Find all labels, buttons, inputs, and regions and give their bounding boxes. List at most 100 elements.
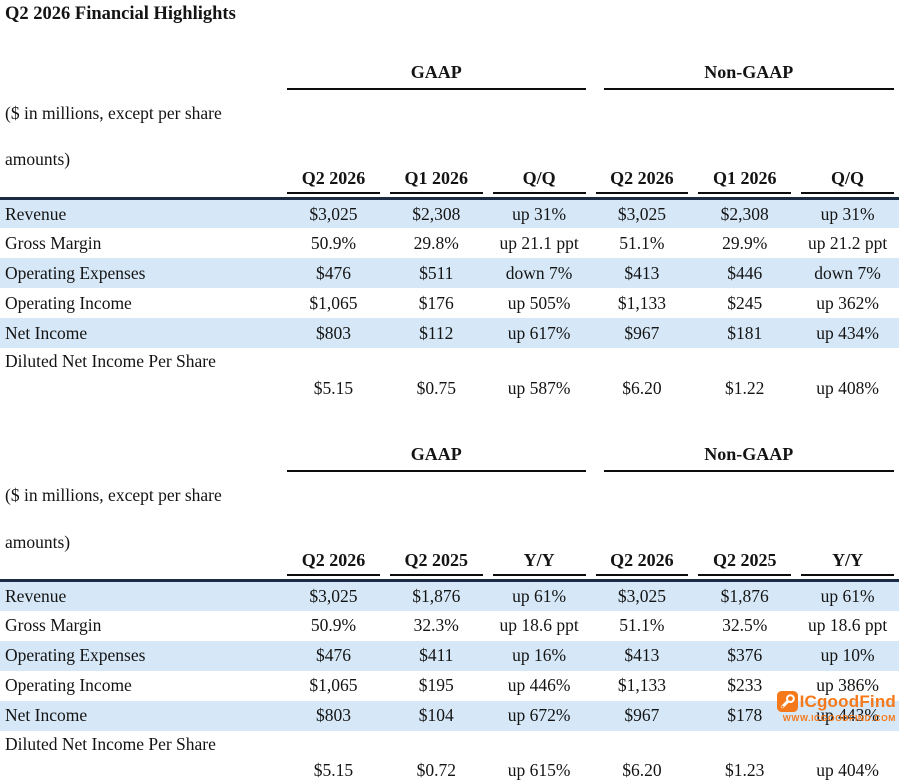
cell-value: $3,025 [591,198,694,228]
column-header-gaap-q2-2026: Q2 2026 [282,472,385,580]
gaap-group-header: GAAP [282,28,590,90]
table-row-gross-margin: Gross Margin 50.9% 32.3% up 18.6 ppt 51.… [0,611,899,641]
cell-value: up 31% [488,198,591,228]
cell-value: 29.9% [693,228,796,258]
cell-value: $3,025 [282,581,385,611]
cell-value: up 617% [488,318,591,348]
cell-value: up 18.6 ppt [796,611,899,641]
cell-value: $112 [385,318,488,348]
table-row-net-income: Net Income $803 $104 up 672% $967 $178 u… [0,701,899,731]
table-row-net-income: Net Income $803 $112 up 617% $967 $181 u… [0,318,899,348]
row-label: Operating Expenses [0,258,282,288]
table-row-operating-expenses: Operating Expenses $476 $511 down 7% $41… [0,258,899,288]
watermark: ICgoodFind WWW.ICGOODFIND.COM [777,691,896,723]
cell-value: up 408% [796,348,899,408]
row-label: Revenue [0,198,282,228]
cell-value: 51.1% [591,228,694,258]
non-gaap-group-label: Non-GAAP [604,62,895,90]
table-row-operating-expenses: Operating Expenses $476 $411 up 16% $413… [0,641,899,671]
row-label: Revenue [0,581,282,611]
cell-value: $3,025 [591,581,694,611]
cell-value: 32.5% [693,611,796,641]
row-label: Operating Income [0,288,282,318]
row-label: Gross Margin [0,228,282,258]
cell-value: $2,308 [693,198,796,228]
financial-highlights-page: { "title": "Q2 2026 Financial Highlights… [0,0,899,756]
group-header-row: GAAP Non-GAAP [0,408,899,472]
row-label: Diluted Net Income Per Share [0,348,282,408]
table-row-operating-income: Operating Income $1,065 $195 up 446% $1,… [0,671,899,701]
cell-value: $1,876 [385,581,488,611]
group-header-spacer [0,28,282,90]
row-label: Operating Income [0,671,282,701]
column-header-gaap-q2-2026: Q2 2026 [282,90,385,198]
cell-value: $413 [591,641,694,671]
qq-comparison-table: GAAP Non-GAAP ($ in millions, except per… [0,28,899,408]
cell-value: $1,876 [693,581,796,611]
cell-value: up 21.2 ppt [796,228,899,258]
table-row-diluted-eps: Diluted Net Income Per Share $5.15 $0.75… [0,348,899,408]
cell-value: 51.1% [591,611,694,641]
cell-value: $5.15 [282,348,385,408]
column-header-nongaap-yy: Y/Y [796,472,899,580]
row-label: Gross Margin [0,611,282,641]
cell-value: $181 [693,318,796,348]
column-header-nongaap-q2-2026: Q2 2026 [591,90,694,198]
row-label: Net Income [0,701,282,731]
cell-value: up 21.1 ppt [488,228,591,258]
cell-value: $376 [693,641,796,671]
icgoodfind-logo-icon [777,691,798,712]
table-row-diluted-eps: Diluted Net Income Per Share $5.15 $0.72… [0,731,899,784]
yy-comparison-table: GAAP Non-GAAP ($ in millions, except per… [0,408,899,783]
cell-value: up 16% [488,641,591,671]
cell-value: $5.15 [282,731,385,784]
column-header-gaap-yy: Y/Y [488,472,591,580]
column-header-nongaap-qq: Q/Q [796,90,899,198]
cell-value: $967 [591,318,694,348]
gaap-group-label: GAAP [287,444,585,472]
cell-value: up 61% [796,581,899,611]
cell-value: $1,133 [591,288,694,318]
non-gaap-group-header: Non-GAAP [591,28,899,90]
cell-value: 29.8% [385,228,488,258]
table-row-operating-income: Operating Income $1,065 $176 up 505% $1,… [0,288,899,318]
table-row-gross-margin: Gross Margin 50.9% 29.8% up 21.1 ppt 51.… [0,228,899,258]
watermark-url: WWW.ICGOODFIND.COM [777,714,896,723]
cell-value: $0.72 [385,731,488,784]
non-gaap-group-label: Non-GAAP [604,444,895,472]
cell-value: $476 [282,258,385,288]
group-header-spacer [0,408,282,472]
table-row-revenue: Revenue $3,025 $2,308 up 31% $3,025 $2,3… [0,198,899,228]
units-note: ($ in millions, except per share amounts… [0,472,282,580]
group-header-row: GAAP Non-GAAP [0,28,899,90]
cell-value: 50.9% [282,611,385,641]
cell-value: up 615% [488,731,591,784]
cell-value: $6.20 [591,731,694,784]
cell-value: $511 [385,258,488,288]
cell-value: 50.9% [282,228,385,258]
cell-value: $446 [693,258,796,288]
cell-value: 32.3% [385,611,488,641]
cell-value: up 362% [796,288,899,318]
cell-value: up 672% [488,701,591,731]
column-header-row: ($ in millions, except per share amounts… [0,472,899,580]
cell-value: $6.20 [591,348,694,408]
cell-value: $1.22 [693,348,796,408]
cell-value: up 587% [488,348,591,408]
cell-value: $803 [282,701,385,731]
cell-value: $1,065 [282,288,385,318]
cell-value: $3,025 [282,198,385,228]
cell-value: $104 [385,701,488,731]
cell-value: up 404% [796,731,899,784]
cell-value: up 505% [488,288,591,318]
watermark-brand: ICgoodFind [800,693,896,710]
cell-value: $1,065 [282,671,385,701]
cell-value: $803 [282,318,385,348]
cell-value: $967 [591,701,694,731]
cell-value: $411 [385,641,488,671]
table-row-revenue: Revenue $3,025 $1,876 up 61% $3,025 $1,8… [0,581,899,611]
cell-value: up 434% [796,318,899,348]
cell-value: down 7% [488,258,591,288]
non-gaap-group-header: Non-GAAP [591,408,899,472]
column-header-gaap-q2-2025: Q2 2025 [385,472,488,580]
